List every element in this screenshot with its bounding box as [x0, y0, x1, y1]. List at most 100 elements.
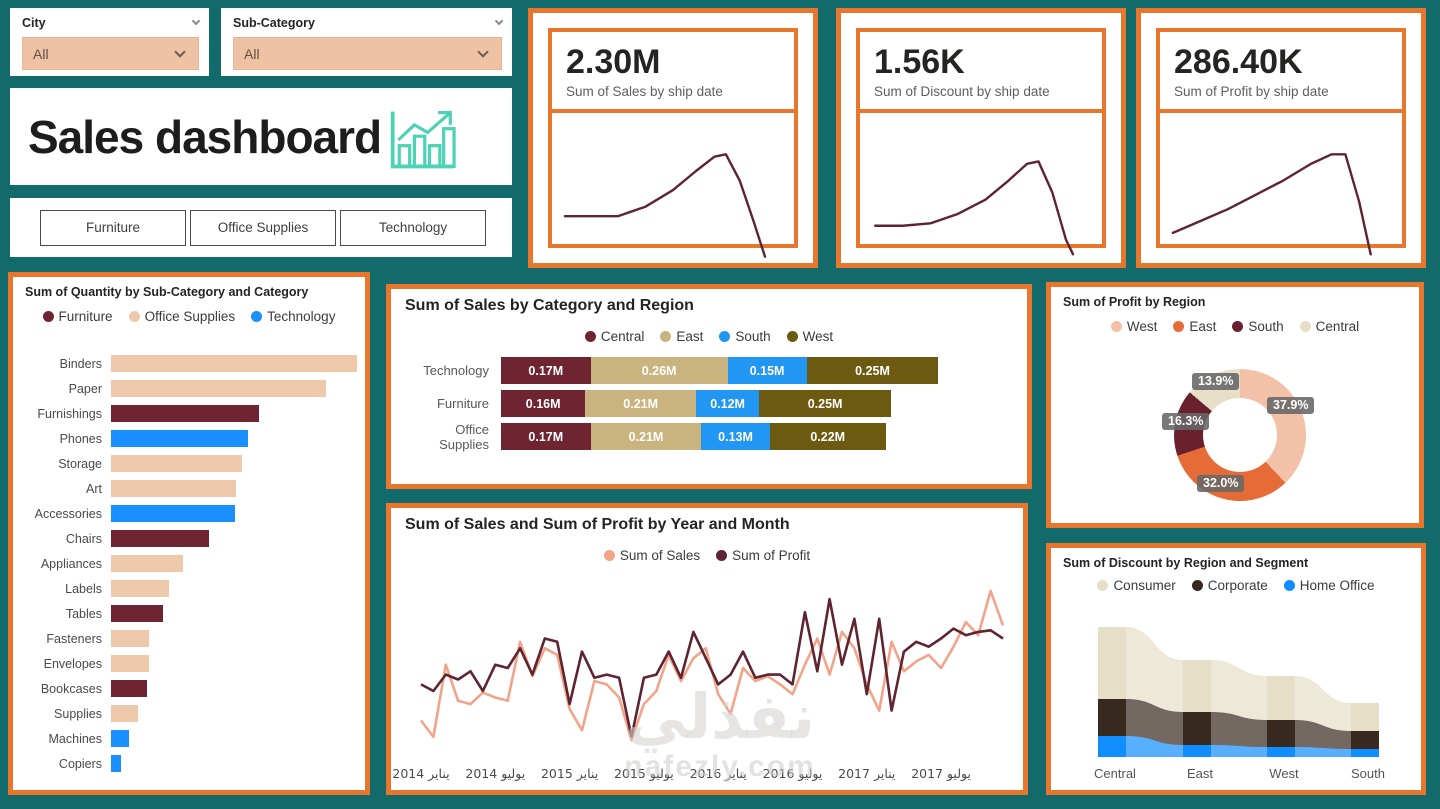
- legend-item-sum-of-profit[interactable]: Sum of Profit: [716, 548, 810, 563]
- legend-label: Furniture: [58, 309, 113, 324]
- legend-item-east[interactable]: East: [1173, 319, 1216, 334]
- legend-dot: [1191, 580, 1203, 591]
- segment-south[interactable]: 0.15M: [727, 357, 807, 384]
- x-axis-tick-label: South: [1351, 766, 1385, 781]
- chart-profit-by-region: Sum of Profit by Region West East South Cen…: [1046, 282, 1424, 528]
- legend-item-sum-of-sales[interactable]: Sum of Sales: [603, 548, 701, 563]
- city-dropdown[interactable]: All: [22, 37, 199, 70]
- legend-dot: [1110, 321, 1122, 332]
- segment-central[interactable]: 0.17M: [501, 357, 591, 384]
- table-row: Copiers: [23, 751, 357, 776]
- data-label-central: 13.9%: [1192, 373, 1240, 390]
- segment-central[interactable]: 0.16M: [501, 390, 586, 417]
- kpi-value: 286.40K: [1174, 43, 1303, 81]
- x-axis-tick-label: يناير 2015: [540, 766, 599, 781]
- kpi-value: 2.30M: [566, 43, 661, 81]
- area-series-home-office[interactable]: [1098, 736, 1379, 757]
- stacked-bar-row: Furniture 0.16M 0.21M 0.12M 0.25M: [405, 390, 1013, 417]
- subcategory-dropdown[interactable]: All: [233, 37, 502, 70]
- segment-south[interactable]: 0.13M: [701, 423, 770, 450]
- chart-title: Sum of Sales and Sum of Profit by Year a…: [405, 516, 790, 533]
- segment-east[interactable]: 0.26M: [590, 357, 728, 384]
- area-series-corporate[interactable]: [1098, 699, 1379, 757]
- table-row: Chairs: [23, 526, 357, 551]
- legend-dot: [660, 331, 672, 342]
- segment-east[interactable]: 0.21M: [590, 423, 702, 450]
- bar-appliances[interactable]: [111, 555, 183, 572]
- legend-label: South: [735, 329, 771, 344]
- bar-paper[interactable]: [111, 380, 326, 397]
- legend-label: Office Supplies: [144, 309, 236, 324]
- legend-dot: [716, 550, 728, 561]
- stacked-bar-row: Technology 0.17M 0.26M 0.15M 0.25M: [405, 357, 1013, 384]
- chevron-down-icon: [174, 45, 186, 58]
- legend-item-central[interactable]: Central: [584, 329, 644, 344]
- legend-label: Home Office: [1299, 578, 1375, 593]
- bar-copiers[interactable]: [111, 755, 121, 772]
- bar-phones[interactable]: [111, 430, 248, 447]
- data-label-west: 37.9%: [1267, 397, 1315, 414]
- legend-item-south[interactable]: South: [1232, 319, 1284, 334]
- bar-art[interactable]: [111, 480, 236, 497]
- line-series-sum-of-profit[interactable]: [420, 597, 1004, 739]
- segment-west[interactable]: 0.25M: [806, 357, 939, 384]
- y-axis-label: Fasteners: [46, 631, 102, 646]
- bar-tables[interactable]: [111, 605, 163, 622]
- bar-bookcases[interactable]: [111, 680, 147, 697]
- bar-machines[interactable]: [111, 730, 130, 747]
- table-row: Furnishings: [23, 401, 357, 426]
- legend-item-south[interactable]: South: [719, 329, 771, 344]
- bar-supplies[interactable]: [111, 705, 138, 722]
- legend-item-office-supplies[interactable]: Office Supplies: [128, 309, 236, 324]
- x-axis-tick-label: يناير 2016: [689, 766, 747, 781]
- segment-central[interactable]: 0.17M: [501, 423, 591, 450]
- legend-label: Central: [1315, 319, 1360, 334]
- bar-furnishings[interactable]: [111, 405, 259, 422]
- chevron-down-icon[interactable]: [494, 16, 504, 26]
- legend-item-consumer[interactable]: Consumer: [1097, 578, 1176, 593]
- legend-dot: [719, 331, 731, 342]
- donut-hole: [1203, 398, 1277, 472]
- segment-west[interactable]: 0.25M: [759, 390, 891, 417]
- table-row: Binders: [23, 351, 357, 376]
- segment-south[interactable]: 0.12M: [695, 390, 760, 417]
- legend-label: Sum of Profit: [732, 548, 811, 563]
- legend-item-central[interactable]: Central: [1299, 319, 1360, 334]
- bar-accessories[interactable]: [111, 505, 235, 522]
- legend-label: Sum of Sales: [619, 548, 701, 563]
- bar-labels[interactable]: [111, 580, 170, 597]
- segment-west[interactable]: 0.22M: [769, 423, 886, 450]
- dashboard-title-card: Sales dashboard: [10, 88, 512, 185]
- bar-binders[interactable]: [111, 355, 357, 372]
- chart-discount-by-region-segment: Sum of Discount by Region and Segment Co…: [1046, 543, 1426, 795]
- line-plot: [419, 589, 1005, 742]
- segment-east[interactable]: 0.21M: [585, 390, 696, 417]
- bar-storage[interactable]: [111, 455, 243, 472]
- bar-chairs[interactable]: [111, 530, 209, 547]
- chart-legend: Consumer Corporate Home Office: [1051, 578, 1421, 593]
- y-axis-label: Appliances: [40, 556, 102, 571]
- legend-item-west[interactable]: West: [786, 329, 833, 344]
- legend-item-west[interactable]: West: [1110, 319, 1157, 334]
- bar-fasteners[interactable]: [111, 630, 149, 647]
- legend-item-east[interactable]: East: [660, 329, 703, 344]
- legend-item-corporate[interactable]: Corporate: [1191, 578, 1268, 593]
- table-row: Storage: [23, 451, 357, 476]
- category-button-furniture[interactable]: Furniture: [40, 209, 186, 246]
- y-axis-label: Chairs: [65, 531, 102, 546]
- x-axis-tick-label: East: [1186, 766, 1213, 781]
- category-button-technology[interactable]: Technology: [340, 209, 486, 246]
- category-button-office-supplies[interactable]: Office Supplies: [190, 209, 336, 246]
- x-axis-tick-label: يوليو 2014: [465, 766, 526, 781]
- chevron-down-icon[interactable]: [191, 16, 201, 26]
- legend-dot: [603, 550, 615, 561]
- legend-item-technology[interactable]: Technology: [251, 309, 335, 324]
- band-fade: [1211, 610, 1267, 757]
- kpi-card-sales: 2.30M Sum of Sales by ship date: [528, 8, 818, 268]
- table-row: Paper: [23, 376, 357, 401]
- bar-envelopes[interactable]: [111, 655, 149, 672]
- x-axis-tick-label: يوليو 2017: [911, 766, 971, 781]
- legend-item-home-office[interactable]: Home Office: [1283, 578, 1375, 593]
- slicer-city-title: City: [22, 16, 46, 30]
- legend-item-furniture[interactable]: Furniture: [42, 309, 113, 324]
